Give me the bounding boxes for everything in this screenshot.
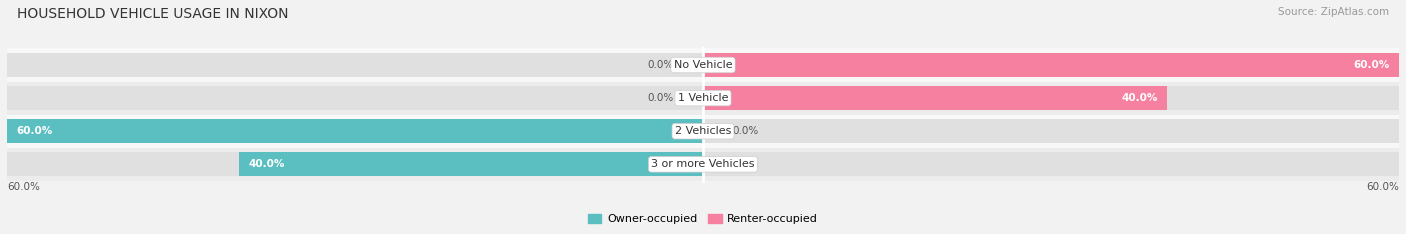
Bar	[703, 86, 1399, 110]
Text: 60.0%: 60.0%	[1367, 182, 1399, 191]
Bar	[7, 86, 703, 110]
Legend: Owner-occupied, Renter-occupied: Owner-occupied, Renter-occupied	[583, 209, 823, 229]
Bar	[7, 119, 703, 143]
Text: 40.0%: 40.0%	[249, 159, 284, 169]
Bar	[7, 82, 1399, 115]
Bar	[7, 48, 1399, 82]
Bar	[703, 119, 1399, 143]
Text: HOUSEHOLD VEHICLE USAGE IN NIXON: HOUSEHOLD VEHICLE USAGE IN NIXON	[17, 7, 288, 21]
Text: 60.0%: 60.0%	[7, 182, 39, 191]
Bar	[7, 119, 703, 143]
Text: Source: ZipAtlas.com: Source: ZipAtlas.com	[1278, 7, 1389, 17]
Bar	[703, 53, 1399, 77]
Bar	[7, 115, 1399, 148]
Text: 0.0%: 0.0%	[733, 126, 758, 136]
Bar	[7, 148, 1399, 181]
Text: 1 Vehicle: 1 Vehicle	[678, 93, 728, 103]
Bar	[703, 53, 1399, 77]
Bar	[239, 152, 703, 176]
Bar	[703, 152, 1399, 176]
Bar	[7, 152, 703, 176]
Text: 60.0%: 60.0%	[17, 126, 52, 136]
Text: No Vehicle: No Vehicle	[673, 60, 733, 70]
Text: 0.0%: 0.0%	[648, 60, 673, 70]
Text: 0.0%: 0.0%	[733, 159, 758, 169]
Text: 0.0%: 0.0%	[648, 93, 673, 103]
Text: 3 or more Vehicles: 3 or more Vehicles	[651, 159, 755, 169]
Text: 60.0%: 60.0%	[1354, 60, 1389, 70]
Bar	[7, 53, 703, 77]
Text: 2 Vehicles: 2 Vehicles	[675, 126, 731, 136]
Bar	[703, 86, 1167, 110]
Text: 40.0%: 40.0%	[1122, 93, 1157, 103]
